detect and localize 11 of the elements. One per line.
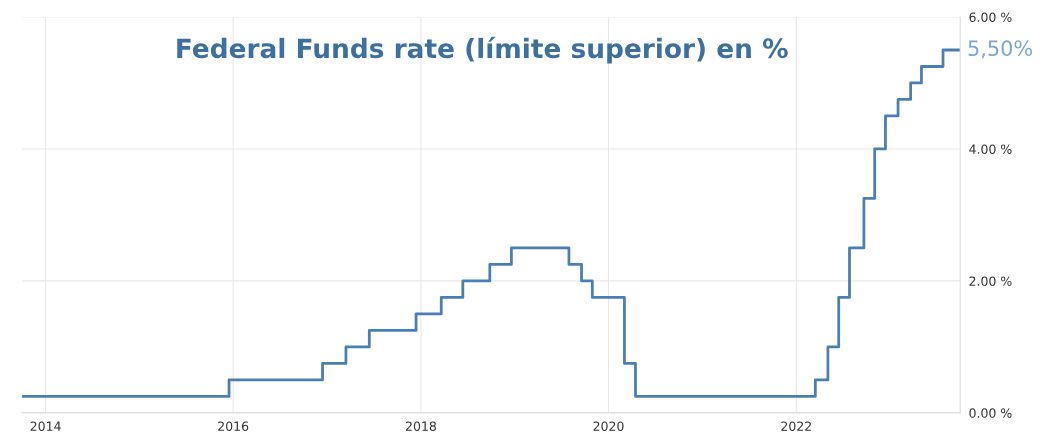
x-tick-label: 2014 <box>30 421 61 431</box>
x-tick-label: 2020 <box>593 421 624 431</box>
y-tick-label: 0.00 % <box>969 408 1012 418</box>
x-tick-label: 2016 <box>218 421 249 431</box>
y-tick-label: 6.00 % <box>969 12 1012 22</box>
text: Federal Funds rate (límite superior) en % <box>177 36 788 64</box>
x-tick-label: 2022 <box>781 421 811 431</box>
x-tick-label: 2018 <box>405 421 437 431</box>
y-tick-label: 4.00 % <box>969 144 1012 154</box>
annotation: 5,50% <box>968 40 1033 59</box>
y-tick-label: 2.00 % <box>969 276 1012 286</box>
